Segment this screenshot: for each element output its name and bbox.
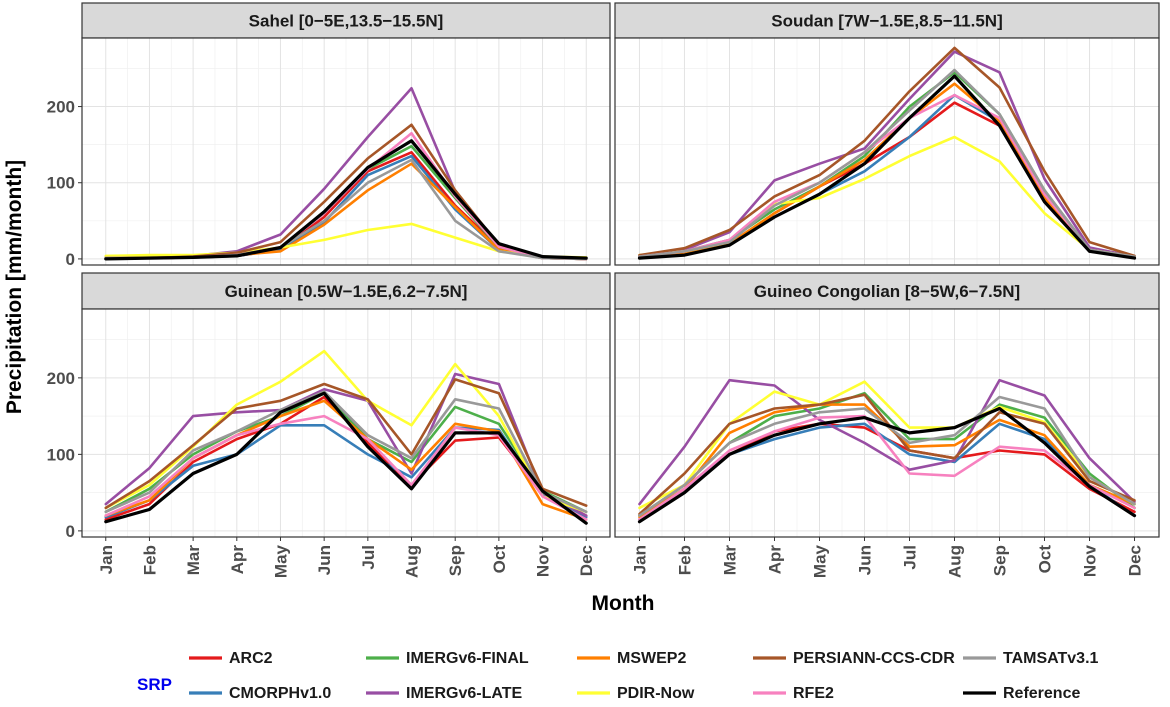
legend-label: PERSIANN-CCS-CDR bbox=[793, 650, 955, 667]
x-tick-label: Oct bbox=[490, 545, 509, 574]
x-tick-label: Sep bbox=[991, 545, 1010, 576]
facet-title: Guinean [0.5W−1.5E,6.2−7.5N] bbox=[225, 282, 468, 301]
y-tick-label: 0 bbox=[66, 250, 75, 269]
series-line-persiann-ccs-cdr bbox=[104, 378, 588, 510]
y-tick-label: 200 bbox=[47, 369, 75, 388]
panel-4: Guineo Congolian [8−5W,6−7.5N] Jan Feb Mar A… bbox=[614, 272, 1160, 578]
x-tick-label: Apr bbox=[228, 545, 247, 575]
facet-strip bbox=[614, 2, 1160, 39]
series-line-tamsatv3-1 bbox=[104, 390, 588, 514]
legend-label: IMERGv6-LATE bbox=[406, 685, 522, 702]
x-tick-label: Feb bbox=[140, 545, 159, 575]
x-tick-label: Jun bbox=[855, 545, 874, 575]
series-line-persiann-ccs-cdr bbox=[638, 46, 1136, 258]
x-tick-label: Jul bbox=[901, 545, 920, 570]
x-tick-label: Dec bbox=[577, 545, 596, 576]
x-tick-label: Nov bbox=[534, 544, 553, 577]
y-axis-title: Precipitation [mm/month] bbox=[3, 160, 26, 414]
x-tick-label: Aug bbox=[946, 545, 965, 578]
panel-3: Guinean [0.5W−1.5E,6.2−7.5N] 0 100 200 Jan Fe… bbox=[47, 272, 611, 578]
legend: SRP ARC2 CMORPHv1.0 IMERGv6-FINAL IMERGv6-L… bbox=[137, 650, 1099, 702]
series-line-tamsatv3-1 bbox=[638, 68, 1136, 258]
panel-1: Sahel [0−5E,13.5−15.5N] 0 100 200 bbox=[47, 2, 611, 269]
panel-border bbox=[81, 308, 611, 538]
series-line-persiann-ccs-cdr bbox=[638, 393, 1136, 516]
series-line-rfe2 bbox=[638, 93, 1136, 259]
legend-label: MSWEP2 bbox=[617, 650, 686, 667]
x-axis-title: Month bbox=[592, 592, 655, 615]
x-tick-label: Mar bbox=[184, 545, 203, 576]
x-tick-label: Mar bbox=[720, 545, 739, 576]
y-tick-label: 200 bbox=[47, 98, 75, 117]
x-tick-label: May bbox=[810, 544, 829, 578]
facet-strip bbox=[81, 272, 611, 310]
facet-strip bbox=[614, 272, 1160, 310]
x-tick-label: Oct bbox=[1036, 545, 1055, 574]
legend-label: CMORPHv1.0 bbox=[229, 685, 331, 702]
series-line-reference bbox=[104, 139, 588, 261]
x-tick-label: Aug bbox=[403, 545, 422, 578]
x-tick-label: May bbox=[271, 544, 290, 578]
series-line-reference bbox=[104, 391, 588, 525]
panels-group: Sahel [0−5E,13.5−15.5N] 0 100 200 Soudan [7W… bbox=[47, 2, 1160, 578]
series-line-imergv6-late bbox=[638, 50, 1136, 258]
legend-label: RFE2 bbox=[793, 685, 834, 702]
legend-title: SRP bbox=[137, 675, 172, 694]
x-tick-label: Jul bbox=[359, 545, 378, 570]
x-tick-label: Jan bbox=[630, 545, 649, 574]
series-line-imergv6-final bbox=[104, 391, 588, 514]
legend-label: TAMSATv3.1 bbox=[1003, 650, 1099, 667]
facet-strip bbox=[81, 2, 611, 39]
x-tick-label: Apr bbox=[765, 545, 784, 575]
series-line-pdir-now bbox=[104, 349, 588, 514]
facet-title: Soudan [7W−1.5E,8.5−11.5N] bbox=[771, 12, 1002, 31]
panel-border bbox=[614, 308, 1160, 538]
legend-label: IMERGv6-FINAL bbox=[406, 650, 529, 667]
panel-border bbox=[614, 37, 1160, 266]
panel-border bbox=[81, 37, 611, 266]
x-tick-label: Jan bbox=[97, 545, 116, 574]
x-tick-label: Feb bbox=[675, 545, 694, 575]
legend-label: Reference bbox=[1003, 685, 1080, 702]
x-tick-label: Dec bbox=[1126, 545, 1145, 576]
series-line-rfe2 bbox=[638, 414, 1136, 521]
series-line-reference bbox=[637, 74, 1137, 260]
x-tick-label: Jun bbox=[315, 545, 334, 575]
series-line-imergv6-late bbox=[638, 378, 1136, 506]
y-tick-label: 0 bbox=[66, 522, 75, 541]
facet-title: Guineo Congolian [8−5W,6−7.5N] bbox=[754, 282, 1020, 301]
y-tick-label: 100 bbox=[47, 174, 75, 193]
legend-label: PDIR-Now bbox=[617, 685, 695, 702]
series-line-imergv6-late bbox=[104, 372, 588, 517]
x-tick-label: Sep bbox=[446, 545, 465, 576]
legend-label: ARC2 bbox=[229, 650, 273, 667]
series-line-rfe2 bbox=[104, 414, 588, 521]
panel-2: Soudan [7W−1.5E,8.5−11.5N] bbox=[614, 2, 1160, 266]
facet-title: Sahel [0−5E,13.5−15.5N] bbox=[249, 12, 444, 31]
y-tick-label: 100 bbox=[47, 445, 75, 464]
series-line-reference bbox=[637, 406, 1137, 524]
x-tick-label: Nov bbox=[1081, 544, 1100, 577]
